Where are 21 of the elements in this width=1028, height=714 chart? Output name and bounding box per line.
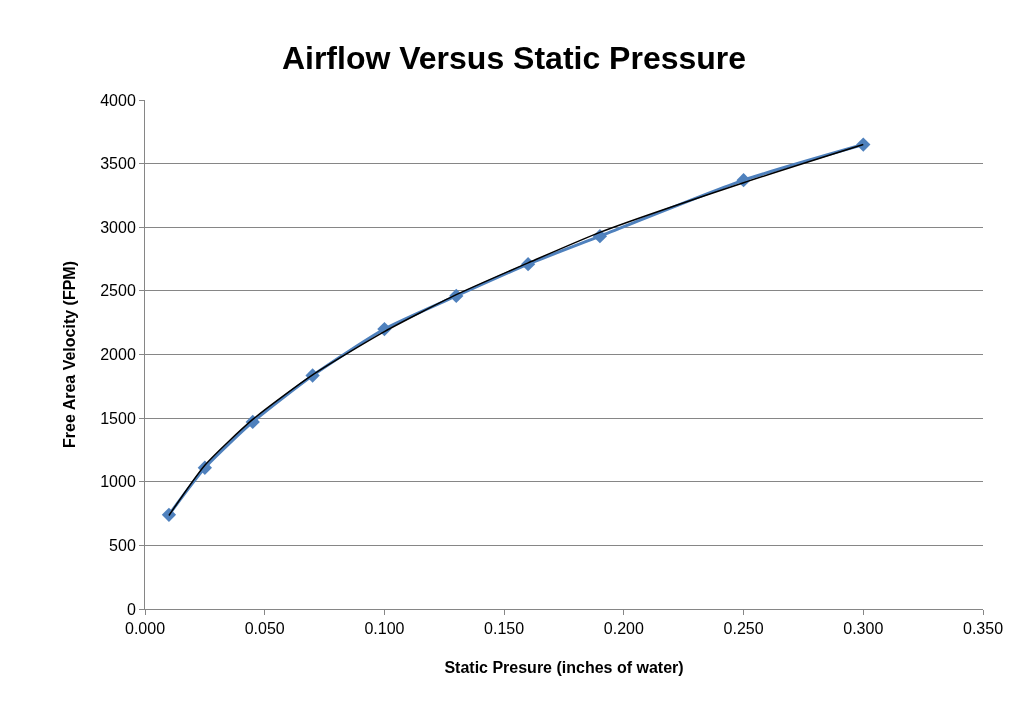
y-tick-label: 2500 xyxy=(100,282,136,300)
y-axis-title: Free Area Velocity (FPM) xyxy=(61,260,79,449)
y-tick-label: 3000 xyxy=(100,218,136,236)
y-tick-label: 2000 xyxy=(100,346,136,364)
y-tick-label: 3500 xyxy=(100,155,136,173)
y-tick-label: 0 xyxy=(126,600,136,618)
x-axis-title: Static Presure (inches of water) xyxy=(444,658,684,676)
x-tick-label: 0.350 xyxy=(962,620,1004,638)
x-tick-label: 0.050 xyxy=(244,620,285,638)
x-tick-label: 0.000 xyxy=(124,620,166,638)
x-tick-label: 0.100 xyxy=(364,620,405,638)
y-tick-label: 1000 xyxy=(100,473,136,491)
point xyxy=(161,507,177,522)
x-tick-label: 0.250 xyxy=(723,620,764,638)
y-tick-label: 500 xyxy=(109,536,136,554)
chart-title: Airflow Versus Static Pressure xyxy=(281,39,747,76)
x-tick-label: 0.200 xyxy=(603,620,644,638)
x-tick-label: 0.300 xyxy=(843,620,884,638)
y-tick-label: 1500 xyxy=(100,409,136,427)
y-tick-label: 4000 xyxy=(100,91,136,109)
x-tick-label: 0.150 xyxy=(484,620,525,638)
